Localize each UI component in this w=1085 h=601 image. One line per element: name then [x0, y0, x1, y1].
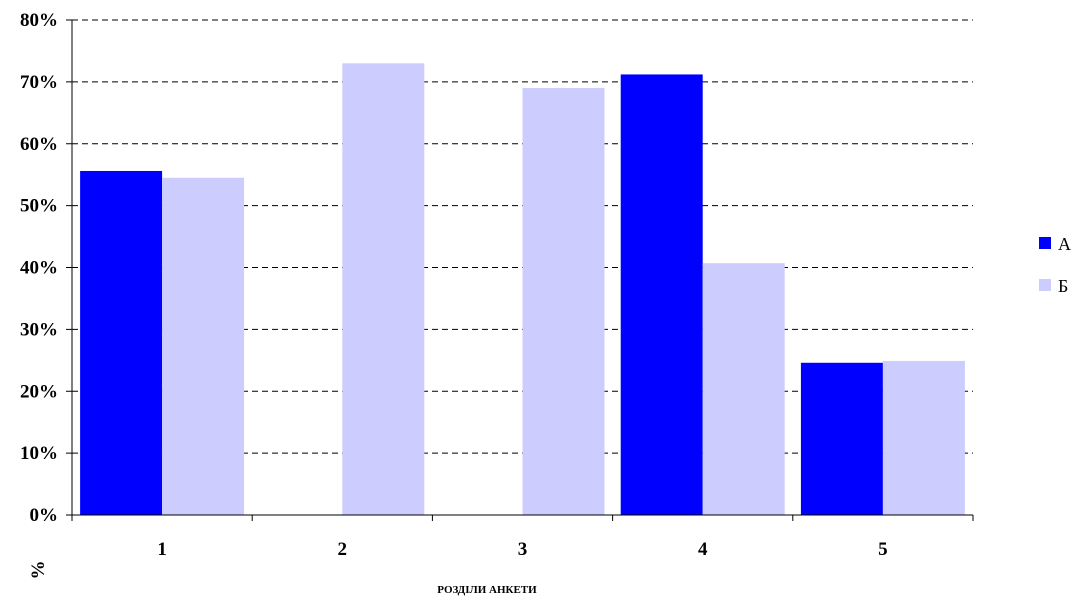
x-tick-label: 4 — [698, 539, 708, 560]
axes — [66, 19, 974, 521]
legend: АБ — [1039, 234, 1071, 296]
x-tick-label: 3 — [518, 539, 528, 560]
y-tick-labels: 0% 10% 20% 30% 40% 50% 60% 70% 80% — [20, 10, 58, 526]
x-axis-label: РОЗДІЛИ АНКЕТИ — [437, 584, 537, 596]
legend-swatch-Б — [1039, 279, 1051, 291]
x-tick-label: 5 — [878, 539, 888, 560]
x-tick-labels: 1 2 3 4 5 — [157, 539, 887, 560]
x-tick-label: 1 — [157, 539, 167, 560]
y-tick-label: 30% — [20, 319, 58, 340]
y-axis-label: % — [28, 561, 49, 580]
bar-А-1 — [80, 170, 163, 515]
bar-А-4 — [620, 74, 703, 515]
bar-Б-1 — [162, 177, 245, 515]
y-tick-label: 10% — [20, 443, 58, 464]
x-tick-label: 2 — [338, 539, 348, 560]
bar-Б-4 — [702, 263, 785, 515]
legend-swatch-А — [1039, 237, 1051, 249]
legend-label: А — [1058, 234, 1071, 254]
bars — [80, 63, 965, 515]
y-tick-label: 50% — [20, 196, 58, 217]
bar-А-5 — [800, 362, 883, 515]
y-tick-label: 70% — [20, 72, 58, 93]
bar-Б-2 — [342, 63, 425, 515]
y-tick-label: 80% — [20, 10, 58, 31]
y-tick-label: 0% — [30, 505, 59, 526]
bar-Б-3 — [522, 88, 605, 515]
y-tick-label: 60% — [20, 134, 58, 155]
y-tick-label: 20% — [20, 381, 58, 402]
bar-Б-5 — [882, 360, 965, 515]
legend-label: Б — [1058, 276, 1068, 296]
y-tick-label: 40% — [20, 258, 58, 279]
